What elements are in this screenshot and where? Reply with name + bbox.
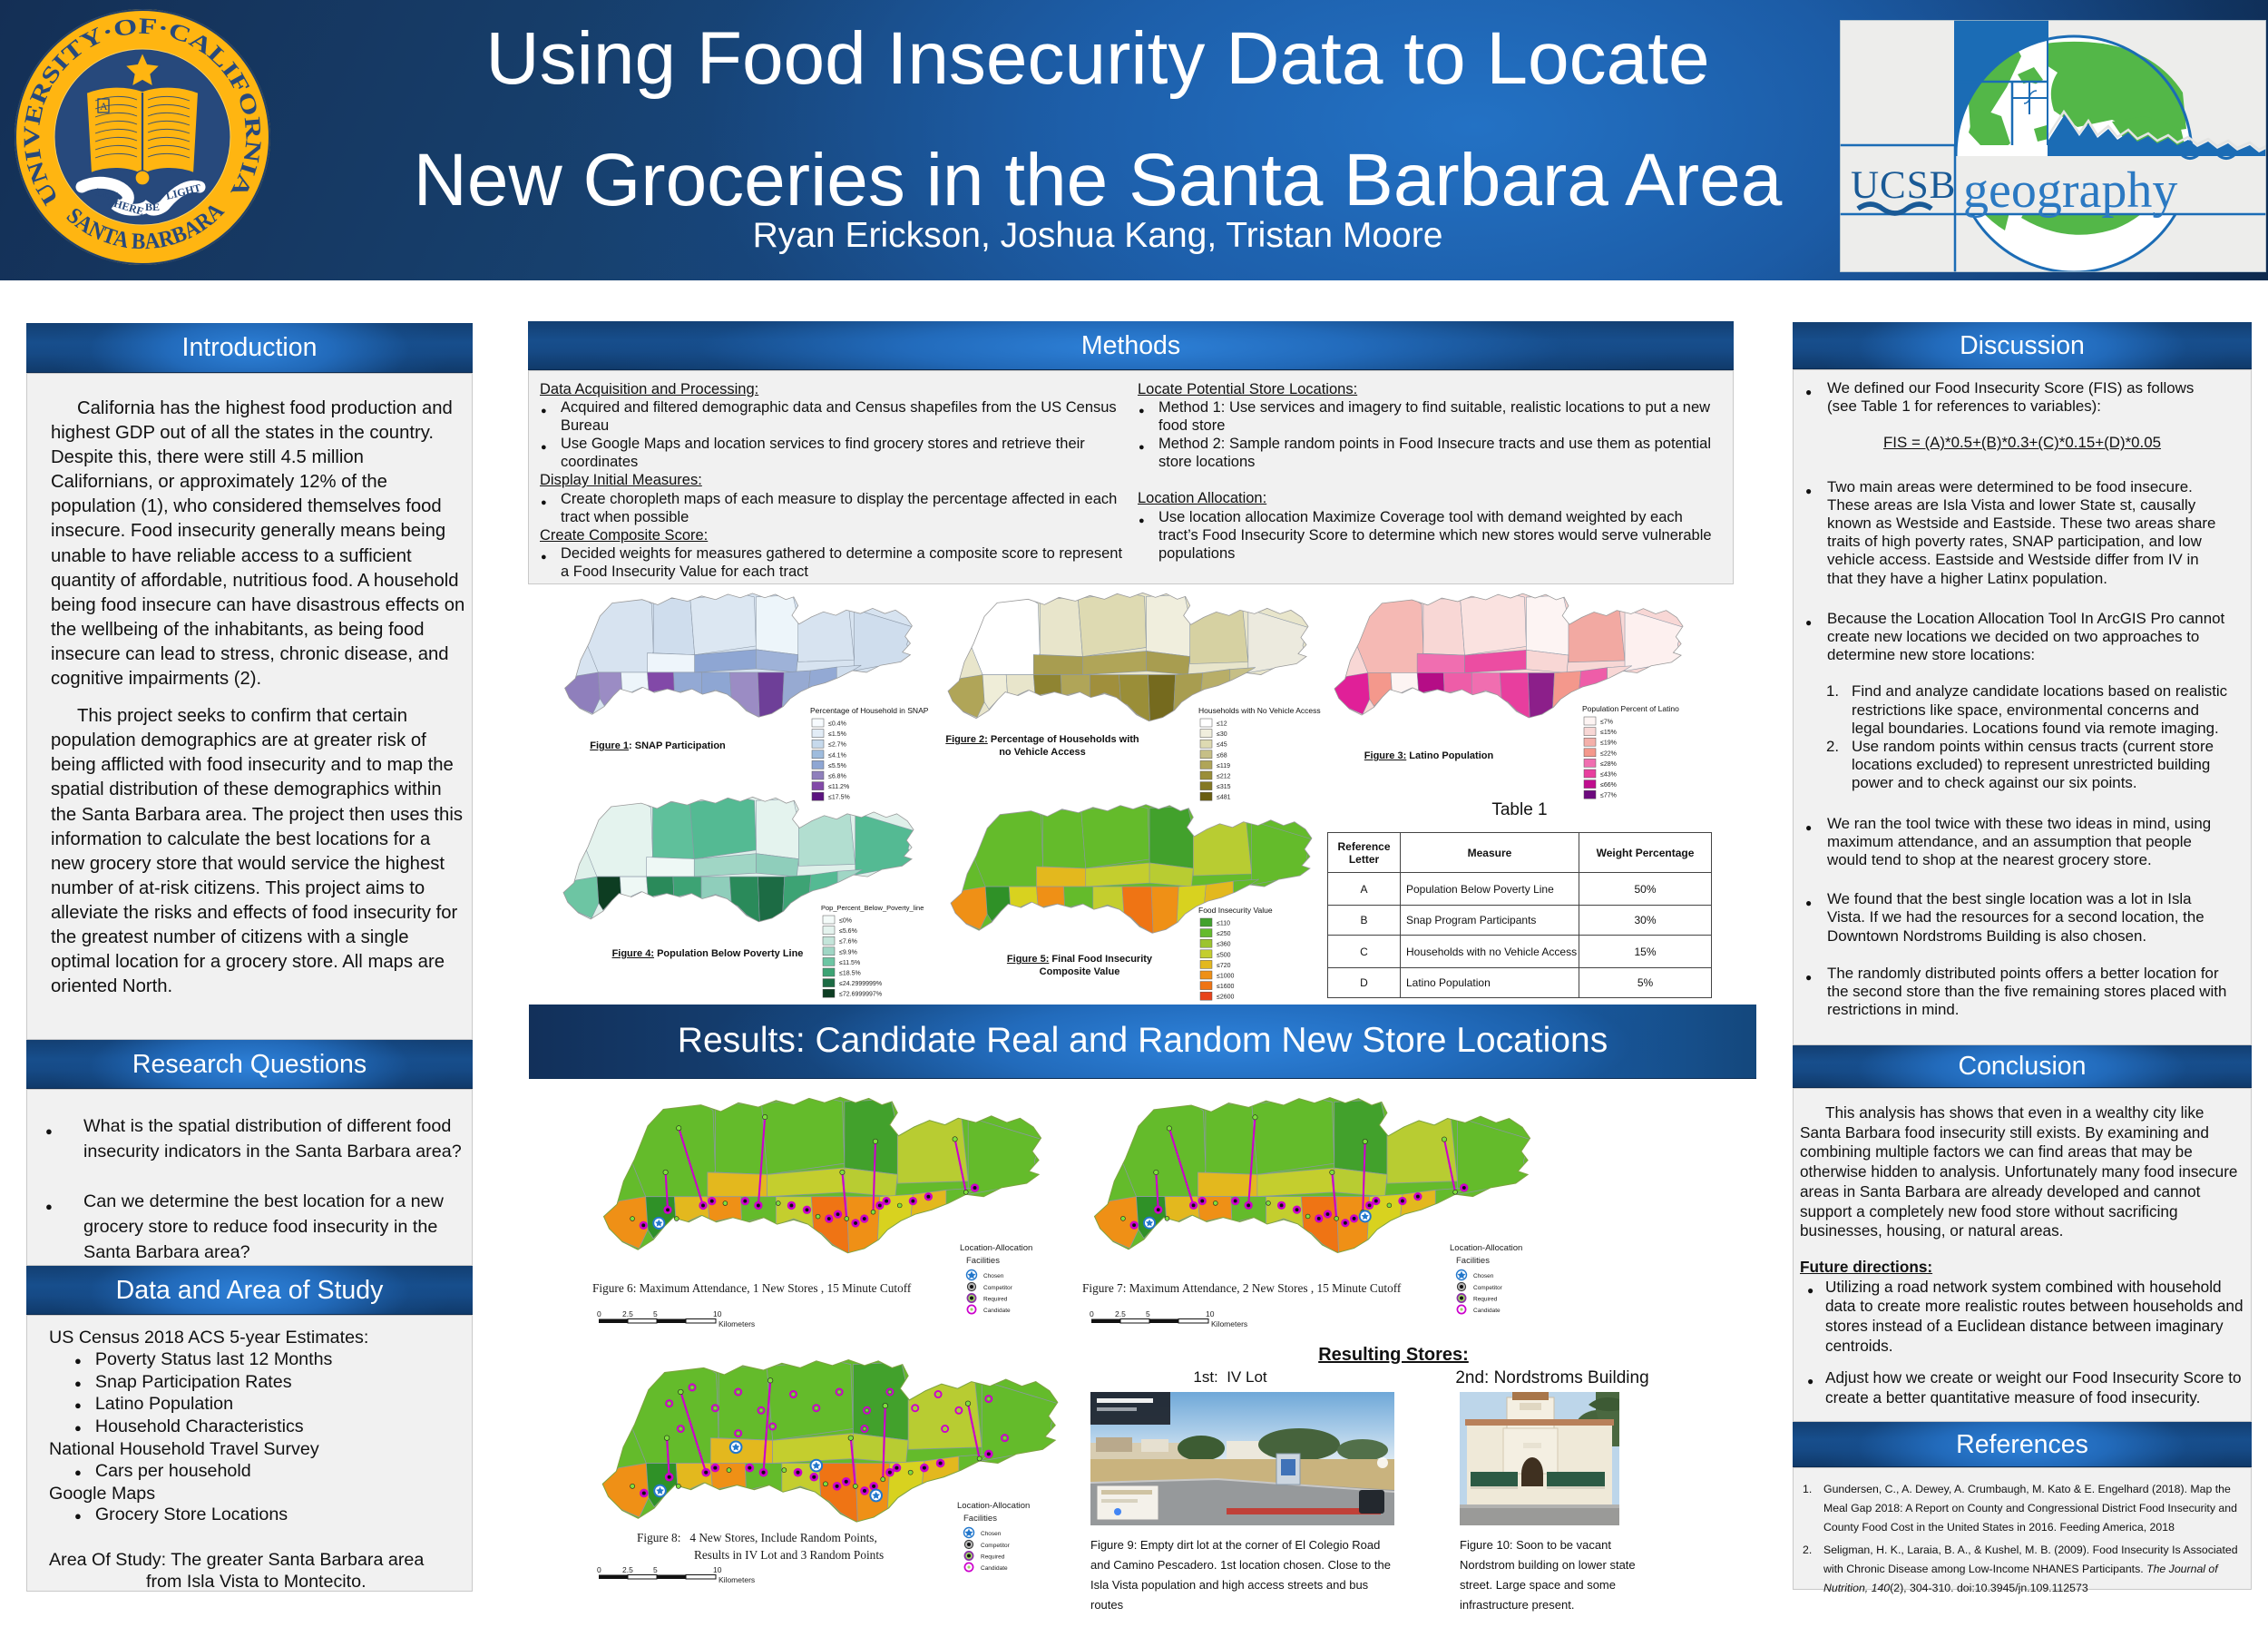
svg-text:≤6.8%: ≤6.8% (828, 774, 846, 780)
svg-text:5: 5 (653, 1565, 658, 1574)
svg-text:Chosen: Chosen (981, 1531, 1002, 1537)
svg-text:≤2.7%: ≤2.7% (828, 742, 846, 749)
svg-text:≤0%: ≤0% (839, 918, 852, 925)
svg-text:≤7.6%: ≤7.6% (839, 939, 857, 946)
svg-text:Chosen: Chosen (983, 1273, 1004, 1279)
svg-text:≤12: ≤12 (1217, 721, 1227, 728)
svg-text:10: 10 (713, 1565, 722, 1574)
svg-text:geography: geography (1963, 162, 2177, 219)
svg-text:A: A (100, 100, 108, 113)
svg-text:≤481: ≤481 (1217, 795, 1231, 801)
svg-text:Population Percent of Latino: Population Percent of Latino (1582, 704, 1679, 713)
svg-text:Facilities: Facilities (966, 1256, 1000, 1266)
svg-text:0: 0 (1090, 1309, 1094, 1318)
svg-text:UCSB: UCSB (1851, 164, 1956, 207)
svg-text:≤68: ≤68 (1217, 752, 1227, 759)
svg-text:≤1.5%: ≤1.5% (828, 731, 846, 738)
svg-text:Required: Required (981, 1554, 1005, 1561)
svg-text:≤500: ≤500 (1217, 952, 1231, 958)
svg-text:Households with No Vehicle Acc: Households with No Vehicle Access (1198, 706, 1321, 715)
svg-text:Candidate: Candidate (1473, 1308, 1501, 1314)
svg-text:≤66%: ≤66% (1600, 782, 1617, 789)
svg-text:≤0.4%: ≤0.4% (828, 721, 846, 728)
svg-text:≤1000: ≤1000 (1217, 974, 1235, 980)
svg-text:Candidate: Candidate (981, 1565, 1008, 1572)
svg-text:Location-Allocation: Location-Allocation (957, 1501, 1030, 1511)
svg-text:≤28%: ≤28% (1600, 761, 1617, 768)
svg-text:BE: BE (145, 201, 160, 213)
svg-text:≤43%: ≤43% (1600, 772, 1617, 779)
svg-text:≤77%: ≤77% (1600, 793, 1617, 799)
svg-text:≤17.5%: ≤17.5% (828, 795, 850, 801)
svg-text:Food Insecurity Value: Food Insecurity Value (1198, 906, 1273, 915)
svg-text:≤24.2999999%: ≤24.2999999% (839, 981, 882, 987)
svg-text:≤11.5%: ≤11.5% (839, 960, 860, 966)
svg-text:5: 5 (1146, 1309, 1150, 1318)
svg-text:≤4.1%: ≤4.1% (828, 752, 846, 759)
svg-text:Location-Allocation: Location-Allocation (1450, 1243, 1522, 1253)
svg-text:Kilometers: Kilometers (719, 1575, 755, 1583)
svg-text:≤110: ≤110 (1217, 921, 1230, 927)
svg-text:Facilities: Facilities (1456, 1256, 1490, 1266)
svg-text:0: 0 (597, 1565, 601, 1574)
svg-text:0: 0 (597, 1309, 601, 1318)
svg-text:≤11.2%: ≤11.2% (828, 784, 849, 790)
svg-text:≤72.6999997%: ≤72.6999997% (839, 992, 882, 998)
svg-text:2.5: 2.5 (622, 1309, 633, 1318)
svg-text:Location-Allocation: Location-Allocation (960, 1243, 1032, 1253)
svg-text:≤1600: ≤1600 (1217, 984, 1235, 990)
svg-text:Required: Required (1473, 1297, 1498, 1303)
svg-text:Pop_Percent_Below_Poverty_line: Pop_Percent_Below_Poverty_line (821, 904, 924, 912)
svg-text:Kilometers: Kilometers (1211, 1319, 1247, 1328)
svg-text:Kilometers: Kilometers (719, 1319, 755, 1328)
svg-text:2.5: 2.5 (1115, 1309, 1126, 1318)
svg-text:5: 5 (653, 1309, 658, 1318)
svg-text:10: 10 (713, 1309, 722, 1318)
svg-text:≤9.9%: ≤9.9% (839, 949, 857, 956)
svg-text:Competitor: Competitor (1473, 1285, 1503, 1291)
svg-text:≤15%: ≤15% (1600, 730, 1617, 736)
svg-text:Facilities: Facilities (963, 1514, 997, 1524)
svg-text:Competitor: Competitor (983, 1285, 1013, 1291)
svg-text:≤7%: ≤7% (1600, 720, 1613, 726)
svg-text:≤119: ≤119 (1217, 763, 1230, 769)
svg-text:Chosen: Chosen (1473, 1273, 1494, 1279)
svg-text:2.5: 2.5 (622, 1565, 633, 1574)
svg-text:≤18.5%: ≤18.5% (839, 971, 861, 977)
svg-text:≤30: ≤30 (1217, 731, 1227, 738)
svg-text:LET: LET (94, 185, 118, 202)
svg-text:Candidate: Candidate (983, 1308, 1011, 1314)
svg-text:≤360: ≤360 (1217, 942, 1231, 948)
svg-text:Required: Required (983, 1297, 1008, 1303)
svg-text:Percentage of Household in SNA: Percentage of Household in SNAP (810, 706, 929, 715)
svg-text:≤19%: ≤19% (1600, 740, 1617, 747)
svg-text:≤315: ≤315 (1217, 784, 1231, 790)
svg-text:10: 10 (1206, 1309, 1215, 1318)
svg-text:≤720: ≤720 (1217, 963, 1231, 969)
svg-text:≤22%: ≤22% (1600, 750, 1617, 757)
svg-text:≤250: ≤250 (1217, 931, 1231, 937)
svg-text:Competitor: Competitor (981, 1543, 1011, 1549)
svg-text:≤5.6%: ≤5.6% (839, 928, 857, 935)
svg-text:≤45: ≤45 (1217, 742, 1227, 749)
svg-text:≤5.5%: ≤5.5% (828, 763, 846, 769)
svg-text:≤2600: ≤2600 (1217, 995, 1235, 1001)
svg-text:≤212: ≤212 (1217, 774, 1231, 780)
